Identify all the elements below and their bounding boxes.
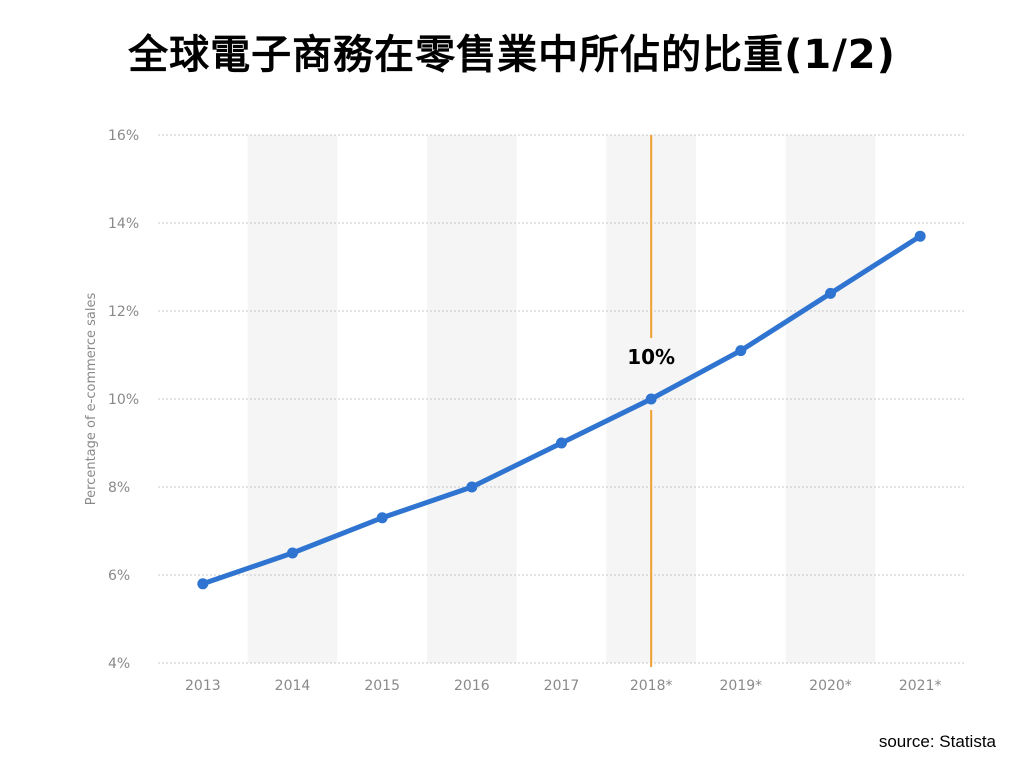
data-point xyxy=(825,287,836,299)
data-point xyxy=(645,393,657,405)
y-tick-label: 6% xyxy=(108,568,130,584)
data-point xyxy=(914,230,926,242)
y-tick-label: 12% xyxy=(108,304,139,320)
x-tick-label: 2020* xyxy=(809,678,852,694)
data-point xyxy=(466,481,478,493)
highlight-label: 10% xyxy=(627,345,675,369)
data-point xyxy=(197,578,209,590)
x-tick-label: 2015 xyxy=(364,678,400,694)
x-tick-label: 2021* xyxy=(899,678,942,694)
gridlines xyxy=(158,134,965,664)
column-bands xyxy=(247,135,876,663)
x-tick-label: 2013 xyxy=(185,678,221,694)
data-points xyxy=(197,230,926,590)
x-tick-label: 2019* xyxy=(720,678,763,694)
slide-title: 全球電子商務在零售業中所佔的比重(1/2) xyxy=(128,32,896,78)
y-tick-label: 4% xyxy=(108,656,130,672)
y-tick-label: 16% xyxy=(108,128,139,144)
data-point xyxy=(376,512,388,524)
x-tick-label: 2016 xyxy=(454,678,490,694)
y-tick-label: 8% xyxy=(108,480,130,496)
x-tick-label: 2018* xyxy=(630,678,673,694)
x-tick-labels: 2013 2014 2015 2016 2017 2018* 2019* 2020* 2021* xyxy=(185,678,941,694)
y-axis-label: Percentage of e-commerce sales xyxy=(84,293,99,506)
y-tick-label: 10% xyxy=(108,392,139,408)
y-tick-labels: 4% 6% 8% 10% 12% 14% 16% xyxy=(108,128,139,672)
x-tick-label: 2017 xyxy=(544,678,580,694)
data-point xyxy=(735,345,747,357)
data-point xyxy=(287,547,298,559)
highlight-marker: 10% xyxy=(627,135,675,667)
y-tick-label: 14% xyxy=(108,216,139,232)
x-tick-label: 2014 xyxy=(275,678,311,694)
data-point xyxy=(556,437,567,449)
source-note: source: Statista xyxy=(878,732,996,751)
